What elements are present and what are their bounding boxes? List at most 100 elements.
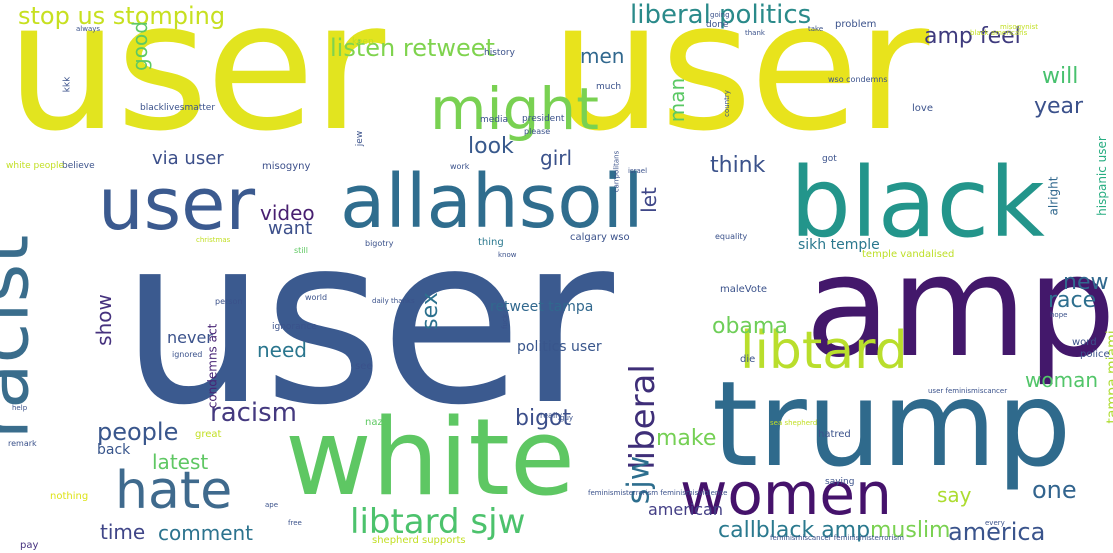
word-american: politics user [517, 339, 602, 355]
word-shepherd-supports: christmas [196, 236, 231, 244]
word-comment: comment [158, 521, 254, 545]
word-hate: hate [115, 461, 233, 521]
word-word: police [1080, 349, 1110, 360]
word-never: need [257, 338, 307, 362]
word-people: people [97, 418, 179, 446]
word-blacklivesmatter: please [524, 127, 551, 136]
word-user-topright: user [550, 0, 929, 170]
word-show: back [97, 442, 131, 458]
word-end: sea shepherd [770, 419, 818, 427]
word-user-center: user [120, 186, 614, 456]
word-kkk: got [822, 154, 837, 164]
word-daily-thanks: fuck [500, 314, 509, 329]
word-feminismisterrorism-feminismisviolence: feminismiscancer feminismisterrorism [770, 534, 904, 542]
word-misogynist: take [808, 25, 824, 33]
word-die: word [1072, 337, 1097, 348]
word-temple-vandalised: calgary wso [570, 232, 630, 243]
word-sikh-temple: retweet tampa [490, 299, 594, 315]
word-stop-us-stomping: stop us stomping [18, 2, 226, 30]
word-see: jew [355, 130, 366, 147]
word-listen-retweet: listen retweet [330, 34, 495, 62]
word-back: never [167, 328, 213, 347]
word-muslim: muslim [870, 518, 951, 543]
word-liberal: liberal [622, 364, 663, 470]
word-new: new [1063, 270, 1109, 295]
word-remark: daily thanks [372, 297, 415, 305]
word-obama: obama [712, 314, 788, 339]
word-hope: israel [628, 167, 648, 175]
word-misogyny: pay [20, 540, 39, 551]
word-allahsoil: allahsoil [340, 159, 644, 245]
word-please: president [522, 114, 565, 124]
word-nazi: see [355, 361, 373, 372]
word-amp: amp [805, 226, 1113, 389]
word-via-user: via user [152, 148, 224, 169]
word-feminismiscancer-feminismisterrorism: user feminismiscancer [928, 387, 1008, 395]
word-amp-feel: amp feel [924, 24, 1021, 49]
word-fuck: saying [825, 477, 855, 487]
word-liberal-politics: liberal politics [630, 0, 812, 30]
word-love: hispanic user [1094, 136, 1109, 216]
word-user-topleft: user [6, 0, 385, 170]
word-every: free [288, 519, 302, 527]
word-latest: latest [152, 450, 209, 474]
word-ignored: person [215, 297, 243, 306]
word-saying: really [540, 411, 563, 420]
word-let: good [127, 21, 152, 71]
word-history: media [480, 115, 509, 125]
word-think: think [710, 153, 766, 178]
word-libtard: libtard [740, 321, 908, 381]
word-woman: woman [1025, 368, 1099, 392]
word-hispanic-user: alright [1046, 176, 1061, 216]
word-got: much [596, 82, 622, 92]
word-will: will [1042, 64, 1079, 89]
word-still: nazi [365, 417, 386, 428]
word-white-people: believe [62, 161, 95, 171]
word-libtard-sjw: libtard sjw [350, 502, 526, 542]
word-condemns-act: temple vandalised [862, 249, 955, 260]
word-done: know [498, 251, 517, 259]
word-hatred: die [740, 354, 756, 365]
word-politics-user: sikh temple [798, 237, 880, 253]
word-racism: racism [210, 398, 298, 428]
word-tampa-miami: condemns act [205, 323, 220, 409]
word-men: men [580, 44, 625, 68]
word-time: time [100, 520, 146, 544]
word-make: make [656, 426, 717, 451]
word-pay: american [648, 500, 723, 519]
word-always: going [710, 11, 730, 19]
word-women: women [680, 460, 892, 528]
word-work: hope [1050, 311, 1068, 319]
word-might: might [430, 75, 599, 143]
word-know: work [450, 162, 470, 171]
word-police: maleVote [720, 284, 768, 295]
word-user-mid: user [98, 162, 256, 246]
word-retweet-tampa: sex [417, 292, 443, 330]
word-man: show [91, 294, 116, 346]
word-believe: nothing [50, 491, 89, 502]
word-israel: carrpolitans [612, 150, 621, 193]
word-going: thank [745, 29, 765, 37]
word-media: thing [478, 237, 504, 248]
word-take: always [76, 25, 101, 33]
word-trump: trump [712, 355, 1072, 493]
word-person: world [305, 293, 328, 302]
word-alright: white people [6, 161, 64, 171]
word-equality: bigotry [365, 239, 394, 248]
word-sex: let [636, 187, 661, 213]
word-jew: kkk [62, 76, 73, 93]
word-user-feminismiscancer: shepherd supports [372, 535, 466, 546]
word-year: year [1034, 94, 1084, 119]
word-black-americans: misogynist [1000, 23, 1039, 31]
word-great: tampa miami [1104, 330, 1113, 424]
word-nothing: great [195, 429, 222, 440]
word-bigotry: still [294, 246, 308, 255]
word-good: man [665, 77, 690, 123]
word-much: keep [352, 37, 374, 47]
word-president: history [484, 48, 515, 58]
word-ape: feminismisterrorism feminismisviolence [588, 489, 728, 497]
word-one: one [1032, 476, 1077, 504]
word-thing: hatred [818, 429, 851, 440]
word-america: america [948, 518, 1046, 546]
